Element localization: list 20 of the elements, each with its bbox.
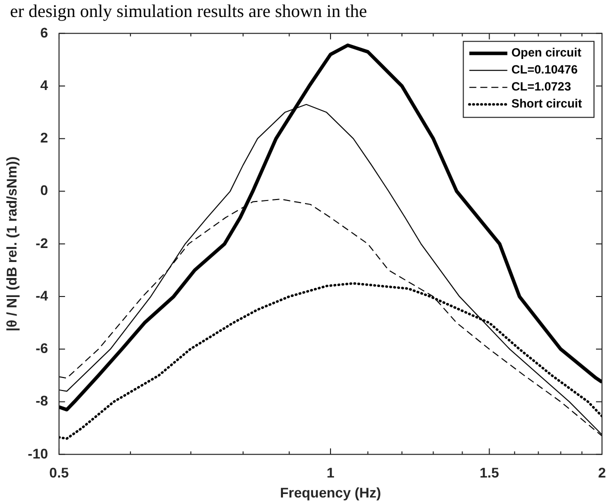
y-tick-label: 6 [40,24,48,40]
text: er design only simulation results are shown in the [9,0,368,22]
x-tick-label: 2 [598,464,606,481]
y-tick-label: -8 [36,392,48,409]
x-axis-title: Frequency (Hz) [280,484,382,500]
legend-label: CL=1.0723 [511,80,572,94]
y-tick-label: -6 [36,340,48,356]
legend-label: Open circuit [511,46,582,60]
legend-label: Short circuit [511,96,582,111]
x-tick-label: 1 [326,464,335,481]
x-tick-label: 0.5 [49,464,69,481]
y-tick-label: 2 [40,130,48,146]
y-tick-label: -2 [36,234,48,251]
legend-label: CL=0.10476 [511,62,578,77]
y-axis-title: |θ / N| (dB rel. (1 rad/sNm)) [3,156,20,332]
y-tick-label: 0 [40,182,48,198]
x-tick-label: 1.5 [480,464,500,481]
y-tick-label: -10 [28,445,48,462]
y-tick-label: -4 [36,287,48,304]
y-tick-label: 4 [40,76,48,93]
